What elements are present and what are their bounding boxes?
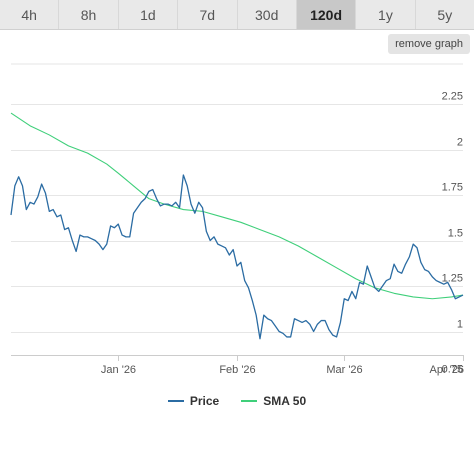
price-line[interactable]: [10, 174, 464, 340]
y-tick-label: 1: [457, 319, 463, 331]
tab-1y[interactable]: 1y: [356, 0, 416, 29]
chart-legend: Price SMA 50: [0, 391, 474, 411]
tab-120d[interactable]: 120d: [296, 0, 357, 29]
x-tick-label: Jan '26: [101, 364, 136, 376]
x-tick-label: Feb '26: [219, 364, 255, 376]
range-tabs: 4h 8h 1d 7d 30d 120d 1y 5y: [0, 0, 474, 30]
sma-50-line[interactable]: [10, 112, 464, 300]
tab-7d[interactable]: 7d: [178, 0, 238, 29]
price-legend-swatch: [167, 400, 184, 402]
legend-price-label: Price: [189, 394, 220, 408]
x-tick-label: Mar '26: [326, 364, 362, 376]
legend-item-sma[interactable]: SMA 50: [241, 394, 306, 408]
y-tick-label: 1.25: [442, 273, 463, 285]
x-tick-label: Apr '26: [429, 364, 464, 376]
y-tick-label: 2: [457, 137, 463, 149]
remove-graph-button[interactable]: remove graph: [388, 34, 470, 54]
sma-legend-swatch: [241, 400, 258, 402]
tab-30d[interactable]: 30d: [237, 0, 297, 29]
legend-item-price[interactable]: Price: [167, 394, 220, 408]
y-tick-label: 0.75: [442, 364, 463, 376]
tab-4h[interactable]: 4h: [0, 0, 60, 29]
y-tick-label: 1.75: [442, 182, 463, 194]
tab-1d[interactable]: 1d: [118, 0, 179, 29]
y-tick-label: 1.5: [448, 228, 463, 240]
y-tick-label: 2.25: [442, 91, 463, 103]
tab-8h[interactable]: 8h: [59, 0, 119, 29]
legend-sma-label: SMA 50: [263, 394, 307, 408]
tab-5y[interactable]: 5y: [415, 0, 474, 29]
